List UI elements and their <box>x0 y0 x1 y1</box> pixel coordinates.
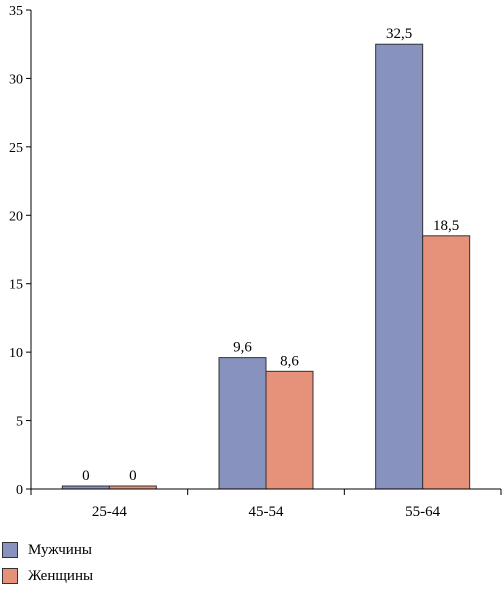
legend-label-series-1: Женщины <box>28 567 94 584</box>
y-tick-label: 5 <box>16 415 23 430</box>
x-tick-label: 45-54 <box>249 504 284 520</box>
bar-series-0-55-64 <box>375 43 424 490</box>
y-tick-label: 15 <box>9 278 23 293</box>
y-tick-label: 35 <box>9 4 23 19</box>
y-tick-label: 30 <box>9 72 23 87</box>
legend-label-series-0: Мужчины <box>28 541 92 558</box>
bars: 0 0 9,6 8,6 32,5 18,5 <box>61 26 471 490</box>
y-axis: 0 5 10 15 20 25 30 35 <box>9 4 32 498</box>
data-label-series-0: 9,6 <box>233 340 252 356</box>
y-tick-label: 25 <box>9 141 23 156</box>
bar-series-1-55-64 <box>422 235 471 490</box>
legend-swatch-series-1 <box>2 568 18 584</box>
y-tick-label: 0 <box>16 483 23 498</box>
x-axis: 25-44 45-54 55-64 <box>30 488 502 520</box>
x-tick-label: 55-64 <box>405 504 440 520</box>
data-label-series-1: 18,5 <box>433 218 459 234</box>
legend-swatch-series-0 <box>2 542 18 558</box>
legend: Мужчины Женщины <box>2 537 93 589</box>
x-tick-label: 25-44 <box>92 504 127 520</box>
bar-series-0-45-54 <box>218 357 267 490</box>
y-tick-label: 20 <box>9 209 23 224</box>
legend-item-series-1: Женщины <box>2 563 93 589</box>
bar-series-1-45-54 <box>265 370 314 490</box>
data-label-series-0: 32,5 <box>386 26 412 42</box>
data-label-series-1: 8,6 <box>280 353 299 369</box>
legend-item-series-0: Мужчины <box>2 537 93 563</box>
data-label-series-1: 0 <box>129 468 137 484</box>
data-label-series-0: 0 <box>82 468 90 484</box>
y-tick-label: 10 <box>9 346 23 361</box>
